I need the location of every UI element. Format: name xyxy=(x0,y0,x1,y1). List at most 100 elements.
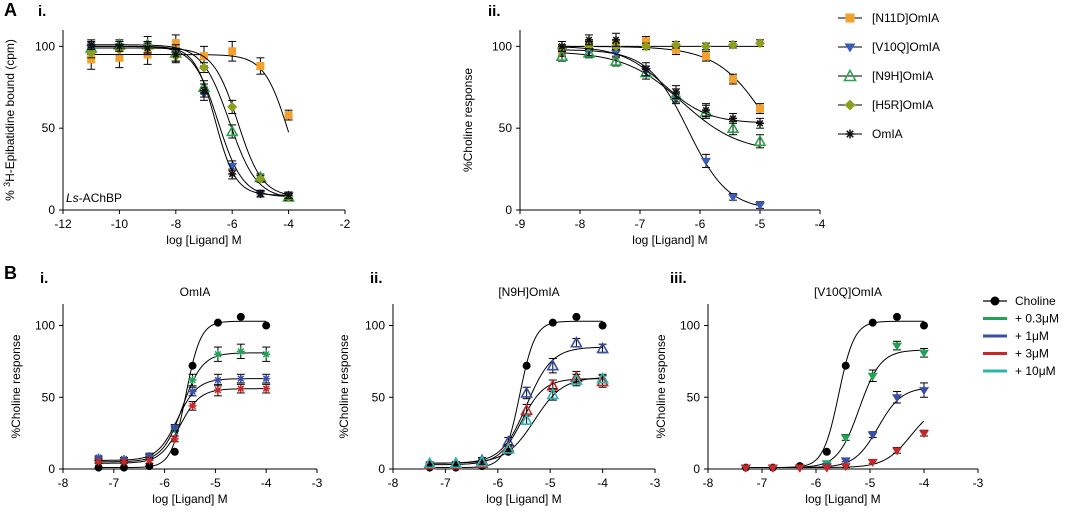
data-point xyxy=(236,384,245,393)
x-tick-label: -4 xyxy=(261,476,272,490)
y-axis-label-text: %Choline response xyxy=(9,334,23,438)
fit-curve xyxy=(561,46,761,123)
chart-title: [V10Q]OmIA xyxy=(814,285,882,299)
y-tick-label: 0 xyxy=(505,203,512,217)
data-point xyxy=(729,75,737,84)
legend-label: + 3μM xyxy=(1015,347,1049,361)
data-point xyxy=(740,464,751,473)
data-point xyxy=(228,170,237,178)
x-tick-label: -6 xyxy=(159,476,170,490)
chart-Aii: -9 -8 -7 -6 -5 -4 0 50 100 log [Ligand] M %Choline… xyxy=(461,3,826,247)
data-point xyxy=(213,386,222,395)
y-axis-label: % 3H-Epibatidine bound (cpm) xyxy=(2,39,17,201)
x-tick-label: -4 xyxy=(815,217,826,231)
y-tick-label: 0 xyxy=(48,462,55,476)
annotation-text: -AChBP xyxy=(79,191,122,205)
data-point xyxy=(423,456,437,469)
data-point xyxy=(262,374,271,383)
data-point xyxy=(701,157,711,166)
x-tick-label: -5 xyxy=(755,217,766,231)
section-b-letter: B xyxy=(4,263,17,283)
legend-label: + 1μM xyxy=(1015,329,1049,343)
legend-section-b: Choline + 0.3μM + 1μM + 3μM + 10μM xyxy=(983,294,1059,378)
chart-annotation: Ls-AChBP xyxy=(66,191,122,205)
data-point xyxy=(228,47,237,56)
y-tick-label: 50 xyxy=(42,121,56,135)
y-axis-label-sup: 3 xyxy=(2,182,12,187)
panel-label: ii. xyxy=(488,3,501,20)
data-point xyxy=(262,384,271,393)
data-point xyxy=(753,134,767,147)
x-axis-label: log [Ligand] M xyxy=(805,492,880,506)
data-point xyxy=(893,312,901,321)
data-point xyxy=(840,463,851,472)
data-point xyxy=(449,456,463,469)
fit-curve xyxy=(98,352,267,463)
fit-curve xyxy=(91,54,290,133)
series-[V10Q]OmIA xyxy=(557,45,765,211)
data-point xyxy=(596,374,609,387)
series-+ 1μM xyxy=(94,373,271,463)
data-point xyxy=(94,457,103,466)
data-point xyxy=(170,447,179,456)
data-point xyxy=(262,350,271,359)
data-point xyxy=(188,401,197,410)
data-point xyxy=(262,321,271,330)
legend-marker xyxy=(844,99,856,111)
y-tick-label: 100 xyxy=(35,39,55,53)
data-point xyxy=(558,42,566,51)
x-tick-label: -3 xyxy=(973,476,984,490)
data-point xyxy=(582,46,596,58)
data-point xyxy=(548,318,557,327)
y-tick-label: 100 xyxy=(680,319,700,333)
data-point xyxy=(227,101,238,112)
panel-label: ii. xyxy=(370,270,383,287)
data-point xyxy=(256,189,265,198)
y-axis-label-text: %Choline response xyxy=(461,68,475,172)
data-point xyxy=(596,341,609,354)
data-point xyxy=(702,52,710,61)
data-point xyxy=(892,447,902,456)
y-axis-label: %Choline response xyxy=(654,334,668,438)
data-point xyxy=(919,349,929,358)
data-point xyxy=(200,86,208,95)
x-tick-label: -4 xyxy=(283,217,294,231)
x-tick-label: -5 xyxy=(865,476,876,490)
data-point xyxy=(213,376,222,385)
data-point xyxy=(822,447,831,456)
data-point xyxy=(756,119,764,128)
data-point xyxy=(794,464,805,473)
legend-marker xyxy=(845,13,855,23)
data-point xyxy=(94,463,103,472)
x-tick-label: -5 xyxy=(545,476,556,490)
legend-label: OmIA xyxy=(872,127,903,141)
data-point xyxy=(236,312,245,321)
data-point xyxy=(570,373,583,385)
data-point xyxy=(702,106,710,115)
data-point xyxy=(213,318,222,327)
x-tick-label: -8 xyxy=(170,217,181,231)
data-point xyxy=(596,371,609,384)
data-point xyxy=(546,387,560,400)
legend-section-a: [N11D]OmIA [V10Q]OmIA [N9H]OmIA [H5R]OmIA Om… xyxy=(838,11,940,141)
data-point xyxy=(256,62,265,70)
y-axis-label: %Choline response xyxy=(337,334,351,438)
data-point xyxy=(672,88,680,97)
panel-label: i. xyxy=(40,270,48,287)
data-point xyxy=(892,342,902,351)
data-point xyxy=(236,374,245,383)
data-point xyxy=(919,430,929,439)
y-tick-label: 0 xyxy=(378,462,385,476)
x-tick-label: -3 xyxy=(312,476,323,490)
legend-marker xyxy=(844,43,856,53)
data-point xyxy=(94,453,103,462)
series-+ 10μM xyxy=(423,371,609,469)
x-tick-label: -7 xyxy=(757,476,768,490)
series-+ 3μM xyxy=(94,383,271,466)
chart-title: OmIA xyxy=(180,285,211,299)
data-point xyxy=(546,359,560,371)
data-point xyxy=(188,376,197,385)
x-tick-label: -12 xyxy=(54,217,72,231)
